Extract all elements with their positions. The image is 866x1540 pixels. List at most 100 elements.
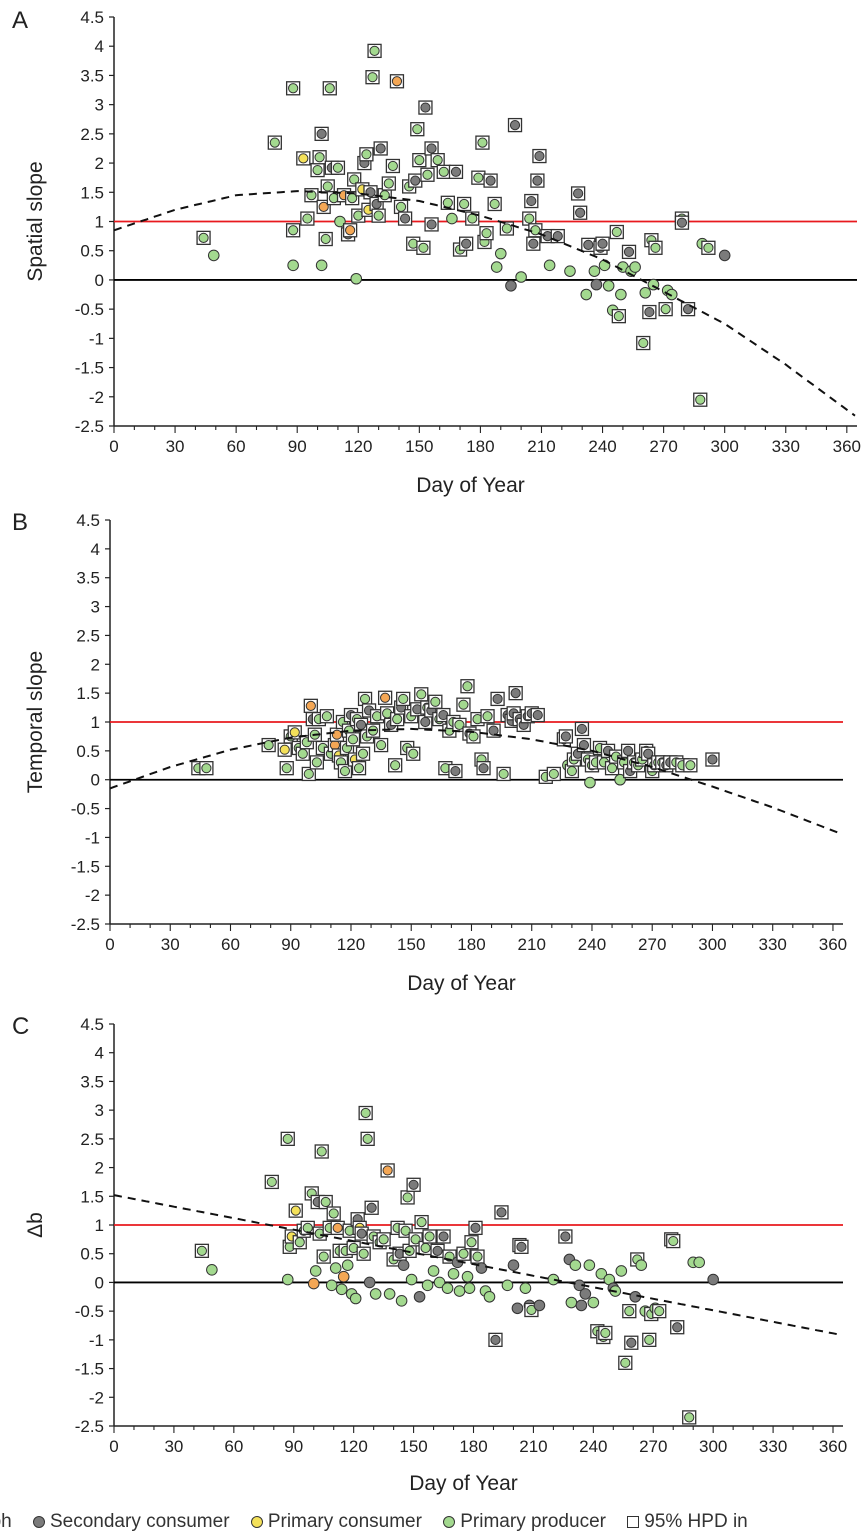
data-point	[461, 238, 472, 249]
data-point	[584, 776, 596, 789]
x-tick-label: 90	[281, 935, 300, 954]
data-point	[353, 763, 365, 774]
y-tick-label: 2.5	[80, 1130, 104, 1149]
y-tick-label: 2.5	[80, 125, 104, 144]
data-point	[660, 304, 671, 315]
x-tick-label: 360	[819, 935, 847, 954]
data-point	[606, 763, 618, 774]
data-point	[421, 1279, 434, 1292]
data-point	[298, 153, 309, 164]
data-point	[307, 1277, 320, 1290]
data-point	[613, 311, 624, 322]
y-tick-label: -1.5	[75, 359, 104, 378]
data-point	[369, 1288, 382, 1300]
data-point	[611, 226, 622, 238]
y-tick-label: 4	[91, 540, 100, 559]
data-point	[206, 1263, 218, 1276]
data-point	[294, 1237, 305, 1248]
data-point	[573, 188, 584, 199]
x-tick-label: 30	[164, 1437, 183, 1456]
data-point	[684, 1412, 695, 1423]
data-point	[426, 219, 437, 230]
data-point	[489, 198, 500, 210]
data-point	[644, 1334, 655, 1345]
data-point	[318, 201, 329, 212]
data-point	[361, 149, 372, 160]
data-point	[433, 1276, 446, 1289]
data-point	[703, 242, 714, 253]
data-point	[650, 242, 661, 253]
data-point	[412, 124, 423, 135]
data-point	[473, 172, 484, 183]
data-point	[454, 719, 465, 730]
data-point	[438, 1231, 449, 1242]
x-tick-label: 90	[288, 437, 307, 456]
data-point	[414, 155, 425, 166]
data-point	[575, 207, 586, 218]
data-point	[524, 213, 535, 224]
legend: oph Secondary consumer Primary consumer …	[0, 1511, 866, 1537]
x-tick-label: 210	[519, 1437, 547, 1456]
data-point	[587, 1296, 600, 1309]
data-point	[482, 711, 493, 722]
y-tick-label: 3.5	[80, 66, 104, 85]
data-point	[424, 1231, 435, 1242]
data-point	[470, 1222, 481, 1233]
x-tick-label: 120	[344, 437, 372, 456]
x-tick-label: 300	[698, 935, 726, 954]
data-point	[281, 1273, 294, 1286]
data-point	[408, 1179, 419, 1190]
y-tick-label: -2	[89, 388, 104, 407]
y-tick-label: 4	[95, 1044, 104, 1063]
legend-label: oph	[0, 1511, 12, 1532]
x-tick-label: 180	[466, 437, 494, 456]
data-point	[629, 261, 641, 273]
data-point	[420, 102, 431, 113]
y-tick-label: 2	[91, 655, 100, 674]
data-point	[615, 1265, 628, 1277]
x-tick-label: 0	[109, 1437, 118, 1456]
data-point	[501, 1279, 514, 1292]
x-tick-label: 360	[819, 1437, 847, 1456]
y-tick-label: 0.5	[76, 742, 100, 761]
data-point	[375, 143, 386, 154]
x-tick-label: 60	[221, 935, 240, 954]
data-point	[447, 1268, 460, 1280]
data-point	[626, 1337, 637, 1348]
data-point	[614, 773, 626, 786]
data-point	[416, 689, 427, 700]
x-tick-label: 180	[457, 935, 485, 954]
data-point	[450, 166, 462, 177]
data-point	[359, 693, 371, 705]
data-point	[325, 1279, 338, 1292]
data-point	[420, 1242, 431, 1254]
data-point	[305, 700, 316, 711]
data-point	[532, 175, 543, 186]
data-point	[281, 763, 292, 774]
data-point	[363, 1276, 376, 1289]
x-tick-label: 270	[638, 935, 666, 954]
data-point	[289, 727, 300, 738]
data-point	[413, 1290, 426, 1303]
data-point	[507, 1259, 520, 1271]
data-point	[532, 709, 543, 721]
data-point	[207, 249, 220, 262]
x-tick-label: 30	[161, 935, 180, 954]
trend-line	[113, 190, 856, 417]
y-tick-label: 0	[95, 1273, 104, 1292]
x-axis-label: Day of Year	[409, 1472, 518, 1495]
data-point	[290, 1205, 301, 1216]
x-tick-label: 240	[579, 1437, 607, 1456]
data-point	[426, 143, 437, 154]
data-point	[459, 198, 470, 210]
data-point	[602, 279, 615, 292]
data-point	[306, 190, 317, 201]
data-point	[297, 748, 308, 759]
square-marker-icon	[627, 1516, 640, 1528]
data-point	[543, 259, 556, 272]
data-point	[379, 190, 390, 201]
data-point	[490, 261, 503, 273]
data-point	[288, 83, 299, 94]
x-tick-label: 150	[399, 1437, 427, 1456]
data-point	[269, 137, 280, 148]
